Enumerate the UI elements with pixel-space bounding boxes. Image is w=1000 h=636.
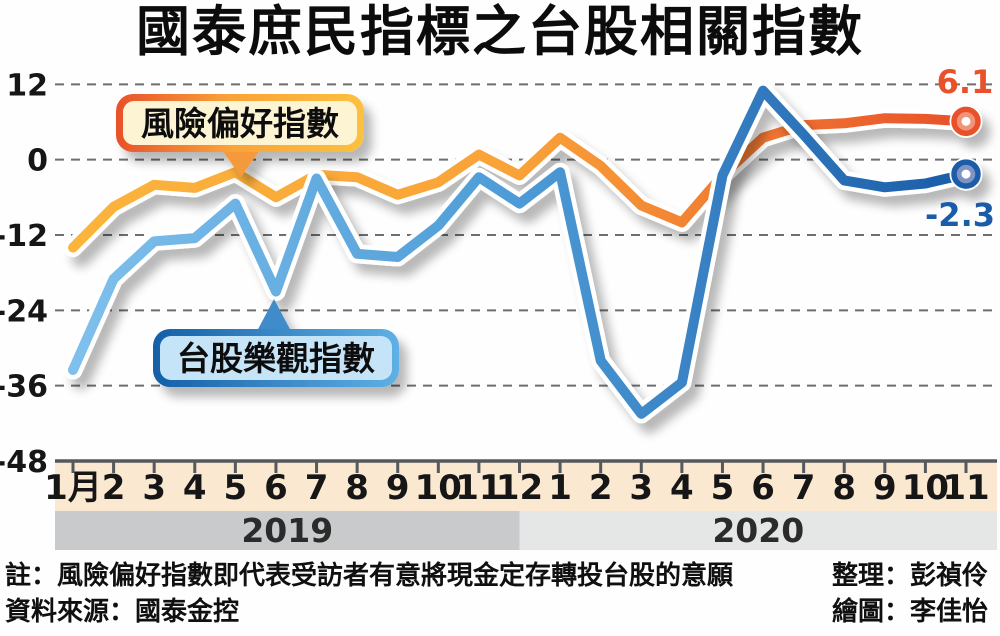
x-axis-label: 9 bbox=[386, 468, 410, 508]
x-axis-label: 4 bbox=[183, 468, 207, 508]
x-axis-label: 11 bbox=[942, 468, 989, 508]
y-axis-label: 12 bbox=[6, 68, 48, 103]
x-axis-label: 2 bbox=[102, 468, 126, 508]
x-axis-label: 3 bbox=[142, 468, 166, 508]
x-axis-label: 8 bbox=[832, 468, 856, 508]
callout-body bbox=[123, 101, 357, 145]
y-axis-label: 0 bbox=[27, 144, 48, 179]
x-axis-label: 2 bbox=[589, 468, 613, 508]
x-axis-label: 1月 bbox=[44, 468, 102, 508]
footer-notes: 註：風險偏好指數即代表受訪者有意將現金定存轉投台股的意願 整理：彭禎伶 資料來源… bbox=[0, 558, 1000, 630]
note-text: 註：風險偏好指數即代表受訪者有意將現金定存轉投台股的意願 bbox=[5, 561, 734, 591]
x-axis-label: 8 bbox=[345, 468, 369, 508]
legend-callout-risk: 風險偏好指數 bbox=[116, 94, 364, 177]
x-axis-label: 6 bbox=[751, 468, 775, 508]
x-axis-label: 10 bbox=[902, 468, 949, 508]
x-axis-label: 5 bbox=[711, 468, 735, 508]
y-axis-label: -48 bbox=[0, 445, 48, 480]
optimism-line bbox=[68, 85, 971, 419]
y-axis-label: -12 bbox=[0, 219, 48, 254]
year-label: 2020 bbox=[712, 511, 804, 550]
risk-end-value-label: 6.1 bbox=[937, 63, 994, 101]
x-axis-label: 7 bbox=[792, 468, 816, 508]
legend-callout-optimism: 台股樂觀指數 bbox=[153, 299, 399, 387]
x-axis-label: 4 bbox=[670, 468, 694, 508]
page-title: 國泰庶民指標之台股相關指數 bbox=[136, 0, 864, 63]
optimism-end-value-label: -2.3 bbox=[925, 196, 995, 234]
editor-credit: 整理：彭禎伶 bbox=[832, 561, 989, 591]
callout-pointer-down-icon bbox=[222, 150, 260, 177]
x-axis-label: 7 bbox=[305, 468, 329, 508]
year-band-2019 bbox=[55, 511, 520, 551]
source-text: 資料來源：國泰金控 bbox=[5, 597, 240, 627]
legend-label-risk: 風險偏好指數 bbox=[141, 104, 339, 143]
endpoint-hole bbox=[961, 169, 971, 179]
year-label: 2019 bbox=[241, 511, 333, 550]
x-axis-label: 10 bbox=[415, 468, 462, 508]
year-band-2020 bbox=[519, 511, 997, 551]
y-axis-label: -36 bbox=[0, 370, 48, 405]
x-axis-label: 1 bbox=[548, 468, 572, 508]
month-band bbox=[55, 462, 997, 512]
callout-pointer-up-icon bbox=[256, 299, 292, 333]
legend-label-optimism: 台股樂觀指數 bbox=[177, 339, 375, 378]
risk-series bbox=[63, 104, 983, 258]
gridlines-layer: 12 0 -12 -24 -36 -48 bbox=[0, 68, 997, 480]
callout-body bbox=[160, 336, 392, 380]
x-axis-label: 11 bbox=[455, 468, 502, 508]
x-axis-label: 6 bbox=[264, 468, 288, 508]
y-axis-label: -24 bbox=[0, 294, 48, 329]
x-axis-label: 5 bbox=[224, 468, 248, 508]
optimism-series bbox=[63, 81, 983, 424]
x-axis-label: 12 bbox=[496, 468, 543, 508]
line-chart: 120-12-24-36-48 201920201月23456789101112… bbox=[0, 63, 997, 551]
footer-row-1: 註：風險偏好指數即代表受訪者有意將現金定存轉投台股的意願 整理：彭禎伶 bbox=[0, 558, 1000, 594]
risk-line bbox=[68, 113, 971, 253]
illustrator-credit: 繪圖：李佳怡 bbox=[832, 597, 989, 627]
series-layer bbox=[63, 81, 983, 424]
x-axis-label: 9 bbox=[873, 468, 897, 508]
endpoint-hole bbox=[961, 116, 971, 126]
footer-row-2: 資料來源：國泰金控 繪圖：李佳怡 bbox=[0, 594, 1000, 630]
x-axis-label: 3 bbox=[629, 468, 653, 508]
